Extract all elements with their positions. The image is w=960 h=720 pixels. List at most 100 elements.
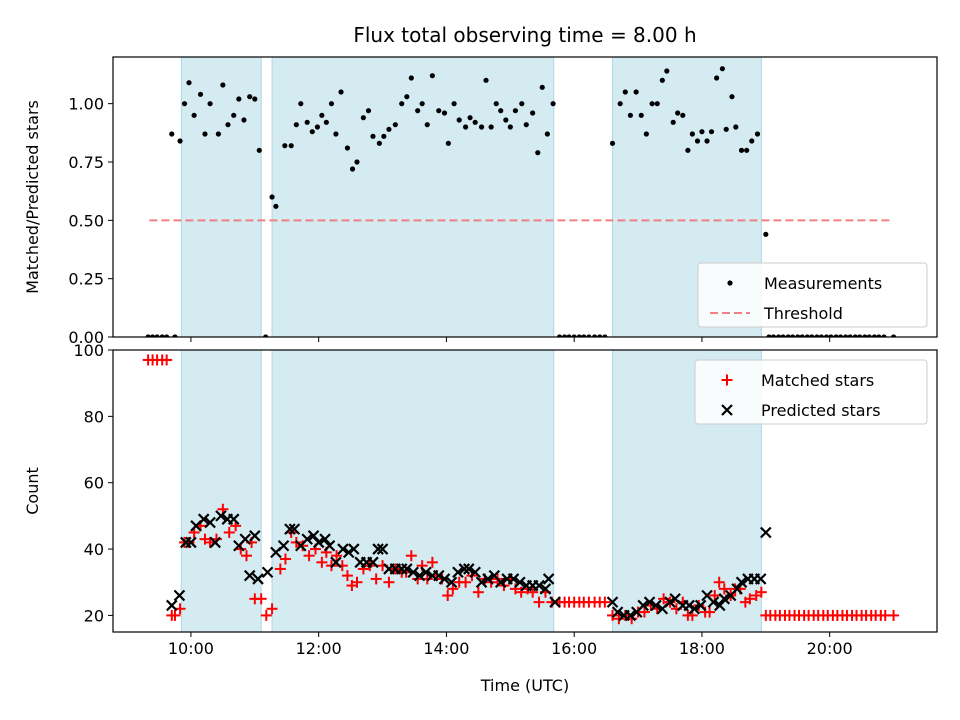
predicted-stars-point-56-d2: [507, 573, 520, 585]
predicted-stars-point-47-d2: [452, 566, 464, 579]
predicted-stars-point-46: [445, 576, 458, 589]
matched-stars-point-42: [370, 573, 382, 585]
measurements-point-73: [530, 110, 536, 116]
measurements-point-138: [862, 334, 868, 337]
predicted-stars-point-44: [432, 569, 445, 582]
predicted-stars-point-49: [463, 563, 475, 575]
measurements-point-43: [370, 133, 376, 139]
measurements-point-143: [890, 334, 897, 337]
predicted-stars-point-8: [215, 510, 227, 522]
top-legend: Measurements Threshold: [697, 262, 928, 328]
top-observing-band-1: [271, 56, 555, 338]
measurements-point-10: [191, 112, 197, 118]
predicted-stars-point-76-d2: [683, 599, 695, 612]
measurements-point-93: [638, 112, 644, 118]
predicted-stars-point-42-d2: [420, 566, 432, 579]
predicted-stars-point-28: [337, 543, 349, 555]
predicted-stars-point-53-d2: [488, 569, 501, 582]
x-tick-label-5: 20:00: [807, 639, 853, 658]
measurements-point-116: [754, 131, 761, 137]
predicted-stars-point-7-d2: [209, 536, 221, 549]
measurements-point-107: [708, 129, 715, 135]
measurements-point-137: [857, 334, 863, 337]
measurements-point-4: [164, 334, 170, 337]
measurements-point-49: [404, 94, 410, 100]
measurements-point-34: [323, 119, 329, 125]
predicted-stars-point-1: [173, 589, 186, 602]
measurements-point-39: [349, 166, 356, 172]
matched-stars-point-109: [755, 586, 767, 598]
measurements-point-105: [699, 129, 705, 135]
predicted-stars-point-2: [180, 536, 192, 549]
predicted-stars-point-16-d2: [261, 566, 274, 579]
measurements-point-92: [633, 89, 639, 95]
measurements-point-28: [293, 122, 299, 128]
measurements-point-74: [535, 150, 541, 156]
measurements-point-29: [298, 101, 304, 107]
predicted-stars-point-13-d2: [243, 569, 256, 582]
predicted-stars-point-71-d2: [650, 599, 662, 612]
measurements-point-53: [424, 122, 430, 128]
predicted-stars-point-20-d2: [288, 523, 301, 535]
measurements-point-20: [247, 94, 253, 100]
matched-stars-point-107: [744, 593, 756, 605]
predicted-stars-point-45: [438, 573, 451, 585]
predicted-stars-point-38: [395, 563, 408, 575]
predicted-stars-point-62: [542, 573, 555, 585]
predicted-stars-point-13: [243, 569, 256, 582]
measurements-point-106: [704, 138, 710, 144]
predicted-stars-point-50-d2: [469, 566, 481, 579]
predicted-stars-point-3: [185, 536, 197, 549]
x-tick-label-4: 18:00: [679, 639, 725, 658]
predicted-stars-point-64: [606, 596, 619, 608]
measurements-point-78: [556, 334, 563, 337]
measurements-point-124: [795, 334, 801, 337]
measurements-point-88: [609, 140, 616, 146]
predicted-stars-point-25: [319, 533, 331, 545]
predicted-stars-point-22: [301, 533, 313, 545]
predicted-stars-point-25-d2: [319, 533, 331, 545]
predicted-stars-point-10: [227, 513, 240, 525]
predicted-stars-point-70-d2: [643, 596, 656, 608]
matched-stars-point-70: [533, 596, 545, 608]
measurements-point-36: [333, 131, 339, 137]
measurements-point-99: [670, 119, 676, 125]
measurements-point-84: [586, 334, 592, 337]
measurements-point-128: [814, 334, 820, 337]
measurements-point-68: [503, 117, 509, 123]
predicted-stars-point-73-d2: [664, 596, 676, 608]
measurements-point-59: [456, 117, 462, 123]
bottom-panel: 10:00 12:00 14:00 16:00 18:00 20:00 20 40 60 80 10…: [23, 341, 938, 658]
legend-marker-predicted-stars: [721, 404, 733, 416]
predicted-stars-point-15: [252, 573, 264, 585]
bottom-y-axis-label: Count: [23, 467, 42, 515]
matched-stars-point-100: [709, 590, 721, 602]
measurements-point-3: [159, 334, 165, 337]
measurements-point-19: [241, 117, 247, 123]
predicted-stars-point-10-d2: [227, 513, 240, 525]
measurements-point-31: [309, 129, 315, 135]
bottom-y-tick-label-1: 40: [84, 540, 104, 559]
predicted-stars-point-51: [475, 576, 488, 589]
predicted-stars-point-39-d2: [401, 563, 413, 575]
matched-stars-point-32: [316, 556, 328, 568]
legend-label-threshold: Threshold: [763, 304, 843, 323]
measurements-point-95: [649, 101, 655, 107]
predicted-stars-point-46-d2: [445, 576, 458, 589]
measurements-point-69: [507, 124, 513, 130]
measurements-point-44: [376, 140, 382, 146]
measurements-point-58: [451, 101, 457, 107]
measurements-point-81: [571, 334, 577, 337]
bottom-y-tick-label-4: 100: [73, 341, 104, 360]
matched-stars-point-26: [279, 553, 291, 565]
measurements-point-119: [770, 334, 777, 337]
matched-stars-point-19: [241, 550, 253, 562]
predicted-stars-point-38-d2: [395, 563, 408, 575]
top-panel: 0.00 0.25 0.50 0.75 1.00 Matched/Predicted st…: [23, 56, 938, 347]
measurements-point-131: [828, 334, 834, 337]
top-plot-frame: [112, 56, 938, 338]
predicted-stars-point-84-d2: [731, 583, 743, 595]
matched-stars-point-48: [405, 550, 417, 562]
x-tick-label-2: 14:00: [423, 639, 469, 658]
measurements-point-123: [790, 334, 796, 337]
